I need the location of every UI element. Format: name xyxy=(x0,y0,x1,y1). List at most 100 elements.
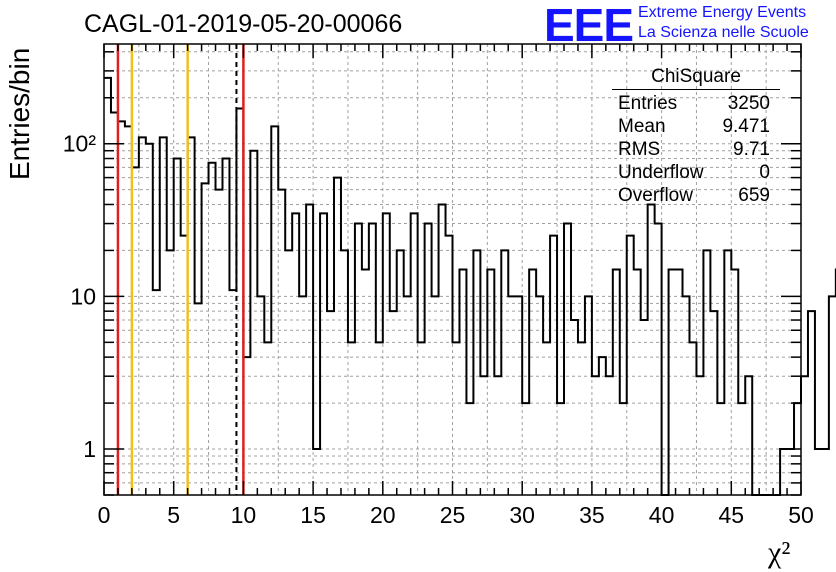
stats-value: 9.471 xyxy=(722,116,770,137)
histogram-bin xyxy=(334,178,341,495)
stats-row-mean: Mean 9.471 xyxy=(612,115,780,138)
stats-label: RMS xyxy=(618,139,661,160)
histogram-bin xyxy=(550,236,557,495)
histogram-bin xyxy=(536,296,543,495)
histogram-bin xyxy=(404,296,411,495)
x-tick-label: 30 xyxy=(509,502,535,528)
histogram-bin xyxy=(278,190,285,495)
histogram-bin xyxy=(473,250,480,495)
x-tick-label: 50 xyxy=(788,502,814,528)
histogram-bin xyxy=(376,342,383,495)
x-tick-label: 45 xyxy=(719,502,745,528)
histogram-bin xyxy=(648,204,655,495)
histogram-bin xyxy=(696,376,703,495)
histogram-bin xyxy=(710,311,717,495)
histogram-bin xyxy=(738,403,745,495)
histogram-bin xyxy=(299,296,306,495)
y-axis-label: Entries/bin xyxy=(4,47,35,180)
histogram-bin xyxy=(620,403,627,495)
histogram-bin xyxy=(306,204,313,495)
histogram-bin xyxy=(557,403,564,495)
histogram-bin xyxy=(641,320,648,495)
histogram-bin xyxy=(501,250,508,495)
histogram-bin xyxy=(439,204,446,495)
y-tick-label: 10² xyxy=(63,131,97,157)
histogram-bin xyxy=(313,449,320,495)
histogram-bin xyxy=(808,311,815,495)
histogram-bin xyxy=(369,224,376,495)
stats-label: Mean xyxy=(618,116,666,137)
histogram-bin xyxy=(829,296,836,495)
x-tick-label: 10 xyxy=(231,502,257,528)
histogram-bin xyxy=(397,250,404,495)
x-tick-label: 15 xyxy=(300,502,326,528)
histogram-bin xyxy=(446,236,453,495)
histogram-bin xyxy=(703,250,710,495)
x-tick-label: 5 xyxy=(167,502,180,528)
histogram-bin xyxy=(655,224,662,495)
histogram-bin xyxy=(627,236,634,495)
x-tick-label: 35 xyxy=(579,502,605,528)
histogram-bin xyxy=(292,213,299,495)
histogram-bin xyxy=(689,342,696,495)
stats-value: 659 xyxy=(738,185,770,206)
histogram-bin xyxy=(390,311,397,495)
stats-label: Overflow xyxy=(618,185,693,206)
x-tick-label: 0 xyxy=(98,502,111,528)
x-axis-label: χ² xyxy=(768,536,791,569)
histogram-bin xyxy=(174,159,181,495)
histogram-bin xyxy=(411,213,418,495)
histogram-bin xyxy=(264,342,271,495)
histogram-bin xyxy=(466,403,473,495)
x-tick-label: 20 xyxy=(370,502,396,528)
histogram-bin xyxy=(209,163,216,495)
histogram-bin xyxy=(271,126,278,495)
histogram-bin xyxy=(669,270,676,496)
histogram-bin xyxy=(815,449,822,495)
histogram-bin xyxy=(146,144,153,495)
stats-value: 9.71 xyxy=(733,139,770,160)
histogram-bin xyxy=(362,270,369,496)
histogram-bin xyxy=(104,78,111,495)
eee-logo: EEE xyxy=(544,0,634,51)
histogram-bin xyxy=(453,342,460,495)
histogram-bin xyxy=(487,270,494,496)
histogram-bin xyxy=(160,137,167,495)
histogram-bin xyxy=(229,290,236,495)
stats-label: Underflow xyxy=(618,162,704,183)
histogram-bin xyxy=(139,137,146,495)
histogram-bin xyxy=(529,270,536,496)
histogram-bin xyxy=(571,320,578,495)
histogram-bin xyxy=(327,311,334,495)
histogram-bin xyxy=(683,296,690,495)
x-tick-label: 40 xyxy=(649,502,675,528)
histogram-bin xyxy=(515,296,522,495)
histogram-bin xyxy=(167,250,174,495)
histogram-bin xyxy=(731,270,738,496)
histogram-bin xyxy=(195,303,202,495)
y-tick-label: 1 xyxy=(83,436,96,462)
stats-label: Entries xyxy=(618,93,678,114)
histogram-bin xyxy=(606,376,613,495)
histogram-bin xyxy=(355,224,362,495)
chart-title: CAGL-01-2019-05-20-00066 xyxy=(84,10,403,38)
stats-value: 3250 xyxy=(727,93,770,114)
x-tick-label: 25 xyxy=(440,502,466,528)
histogram-bin xyxy=(494,376,501,495)
y-tick-label: 10 xyxy=(70,283,96,309)
histogram-bin xyxy=(522,403,529,495)
histogram-bin xyxy=(383,213,390,495)
histogram-bin xyxy=(801,376,808,495)
histogram-bin xyxy=(153,290,160,495)
histogram-bin xyxy=(222,159,229,495)
histogram-bin xyxy=(432,296,439,495)
histogram-bin xyxy=(724,250,731,495)
histogram-bin xyxy=(459,270,466,496)
histogram-bin xyxy=(780,449,787,495)
histogram-bin xyxy=(250,151,257,495)
stats-row-overflow: Overflow 659 xyxy=(612,184,780,207)
stats-value: 0 xyxy=(759,162,770,183)
histogram-bin xyxy=(202,183,209,495)
histogram-bin xyxy=(320,213,327,495)
